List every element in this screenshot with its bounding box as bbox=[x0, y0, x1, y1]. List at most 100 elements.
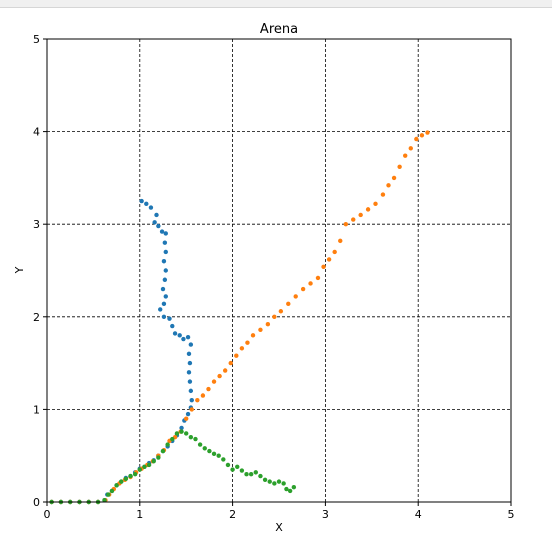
data-point bbox=[193, 436, 198, 442]
data-point bbox=[160, 286, 166, 292]
data-point bbox=[408, 146, 413, 151]
data-point bbox=[156, 223, 161, 229]
data-point bbox=[172, 331, 178, 336]
x-tick-label: 2 bbox=[229, 508, 236, 521]
data-point bbox=[186, 370, 192, 375]
data-point bbox=[278, 309, 284, 314]
data-point bbox=[162, 277, 168, 282]
data-point bbox=[245, 340, 250, 345]
data-point bbox=[272, 481, 277, 486]
y-tick-label: 4 bbox=[33, 126, 40, 139]
data-point bbox=[170, 436, 175, 442]
data-point bbox=[217, 373, 222, 379]
data-point bbox=[287, 488, 293, 494]
data-point bbox=[161, 314, 167, 319]
data-point bbox=[286, 301, 291, 307]
data-point bbox=[114, 483, 119, 488]
data-point bbox=[200, 393, 206, 398]
series-1 bbox=[49, 198, 194, 505]
data-point bbox=[250, 333, 256, 338]
data-point bbox=[179, 429, 184, 434]
data-point bbox=[128, 473, 133, 479]
data-point bbox=[284, 486, 289, 492]
data-point bbox=[258, 327, 263, 332]
data-point bbox=[211, 451, 217, 457]
data-point bbox=[315, 275, 321, 281]
data-point bbox=[109, 488, 115, 494]
data-point bbox=[152, 220, 157, 225]
data-point bbox=[185, 334, 191, 340]
y-axis-ticks: 0 1 2 3 4 5 bbox=[33, 33, 47, 509]
data-point bbox=[123, 476, 129, 482]
data-point bbox=[338, 238, 343, 244]
data-point bbox=[181, 336, 186, 342]
data-point bbox=[235, 464, 240, 470]
data-point bbox=[419, 133, 425, 138]
data-point bbox=[397, 164, 402, 169]
data-point bbox=[165, 442, 170, 447]
x-tick-label: 4 bbox=[415, 508, 422, 521]
y-tick-label: 2 bbox=[33, 311, 40, 324]
data-point bbox=[276, 479, 282, 484]
y-tick-label: 3 bbox=[33, 218, 40, 231]
data-point bbox=[202, 446, 207, 451]
data-point bbox=[425, 130, 430, 135]
data-point bbox=[343, 222, 349, 227]
data-point bbox=[163, 268, 168, 273]
data-point bbox=[222, 368, 228, 373]
x-tick-label: 5 bbox=[508, 508, 515, 521]
data-point bbox=[308, 281, 313, 286]
data-point bbox=[221, 457, 226, 462]
data-point bbox=[300, 286, 306, 292]
data-point bbox=[174, 431, 180, 436]
data-point bbox=[151, 459, 156, 464]
y-axis-label: Y bbox=[13, 266, 26, 274]
data-point bbox=[265, 322, 271, 327]
data-point bbox=[142, 464, 147, 470]
data-point bbox=[230, 467, 235, 472]
data-point bbox=[187, 360, 193, 366]
data-point bbox=[197, 442, 203, 447]
series-2 bbox=[49, 130, 430, 505]
data-point bbox=[358, 212, 363, 218]
data-point bbox=[186, 351, 192, 357]
x-axis-label: X bbox=[275, 521, 283, 534]
data-point bbox=[326, 257, 332, 262]
data-point bbox=[228, 360, 233, 366]
data-point bbox=[163, 249, 168, 255]
data-point bbox=[188, 434, 194, 440]
data-point bbox=[160, 448, 166, 454]
data-point bbox=[195, 397, 200, 403]
data-point bbox=[207, 448, 212, 454]
data-point bbox=[248, 472, 254, 477]
window-top-bar bbox=[0, 0, 552, 8]
data-point bbox=[148, 205, 154, 210]
data-point bbox=[253, 470, 258, 475]
series-3 bbox=[49, 429, 297, 505]
data-point bbox=[291, 484, 297, 490]
data-point bbox=[239, 468, 245, 473]
x-axis-ticks: 0 1 2 3 4 5 bbox=[44, 502, 515, 521]
data-point bbox=[161, 301, 167, 307]
y-tick-label: 5 bbox=[33, 33, 40, 46]
data-point bbox=[188, 342, 194, 347]
data-point bbox=[119, 479, 124, 484]
data-point bbox=[332, 249, 337, 255]
data-point bbox=[106, 492, 111, 497]
data-point bbox=[163, 294, 168, 299]
data-point bbox=[351, 217, 356, 222]
data-point bbox=[170, 323, 175, 329]
data-point bbox=[188, 388, 194, 394]
data-point bbox=[244, 472, 249, 477]
data-point bbox=[206, 386, 211, 392]
data-point bbox=[262, 477, 268, 482]
x-tick-label: 3 bbox=[322, 508, 329, 521]
chart-title: Arena bbox=[260, 22, 298, 37]
data-point bbox=[225, 462, 231, 468]
data-point bbox=[156, 455, 161, 460]
data-point bbox=[321, 264, 326, 269]
data-point bbox=[139, 198, 144, 204]
data-point bbox=[146, 462, 152, 468]
data-point bbox=[281, 481, 286, 486]
